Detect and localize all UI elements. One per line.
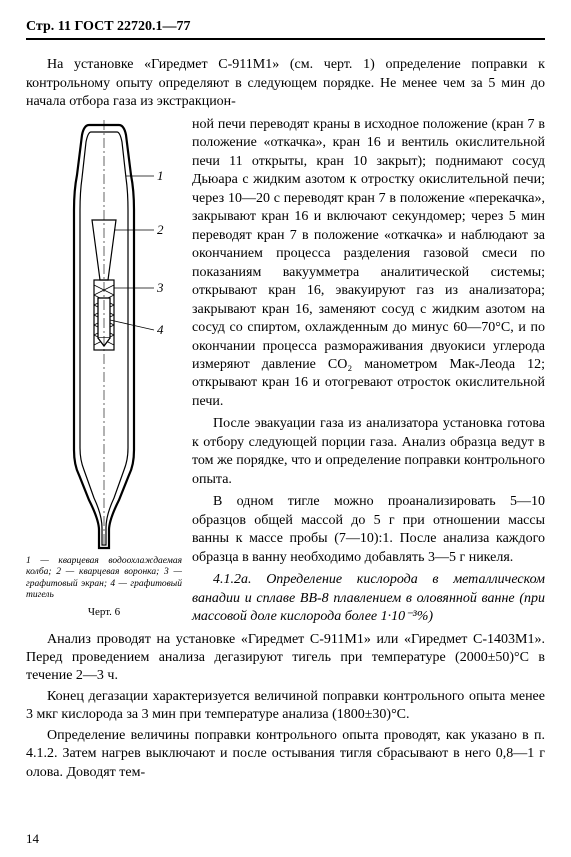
figure-6: 1 2 3 4 1 — кварцевая водоохлаждаемая ко… bbox=[26, 120, 182, 620]
callout-3: 3 bbox=[156, 280, 164, 295]
figure-label: Черт. 6 bbox=[26, 605, 182, 620]
intro-paragraph: На установке «Гиредмет С-911М1» (см. чер… bbox=[26, 56, 545, 111]
tail-paragraph-3: Определение величины поправки контрольно… bbox=[26, 727, 545, 782]
callout-2: 2 bbox=[157, 222, 164, 237]
tail-paragraph-1: Анализ проводят на установке «Гиредмет С… bbox=[26, 631, 545, 686]
document-page: Стр. 11 ГОСТ 22720.1—77 На установке «Ги… bbox=[0, 0, 571, 857]
page-number: 14 bbox=[26, 830, 39, 847]
tail-paragraphs: Анализ проводят на установке «Гиредмет С… bbox=[26, 631, 545, 783]
tail-paragraph-2: Конец дегазации характеризуется величино… bbox=[26, 688, 545, 725]
body-text: На установке «Гиредмет С-911М1» (см. чер… bbox=[26, 56, 545, 782]
figure-6-drawing: 1 2 3 4 bbox=[34, 120, 174, 550]
page-header: Стр. 11 ГОСТ 22720.1—77 bbox=[26, 18, 545, 40]
figure-and-text-block: 1 2 3 4 1 — кварцевая водоохлаждаемая ко… bbox=[26, 116, 545, 631]
figure-caption: 1 — кварцевая водоохлаждаемая колба; 2 —… bbox=[26, 556, 182, 602]
callout-1: 1 bbox=[157, 168, 164, 183]
callout-4: 4 bbox=[157, 322, 164, 337]
